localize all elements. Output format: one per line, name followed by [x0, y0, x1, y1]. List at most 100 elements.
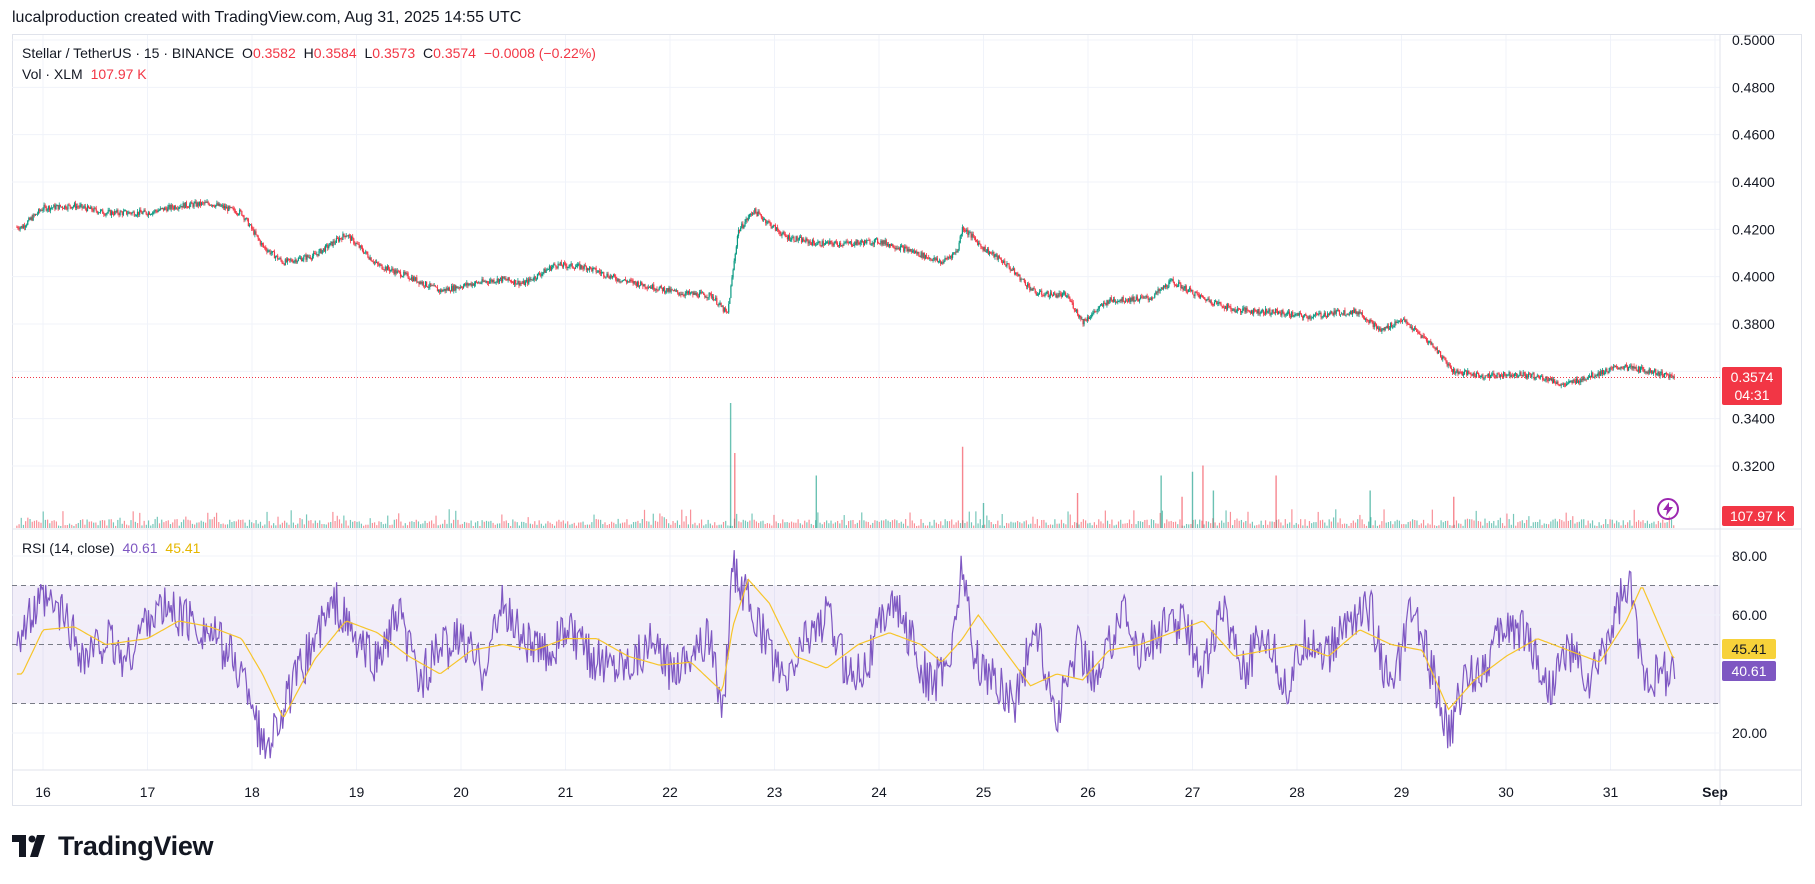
candle-body: [1574, 380, 1576, 384]
symbol-label[interactable]: Stellar / TetherUS · 15 · BINANCE: [22, 45, 235, 61]
volume-bar: [472, 525, 474, 528]
candle-body: [1295, 313, 1297, 315]
candle-body: [234, 210, 236, 214]
candle-body: [1067, 295, 1069, 297]
candle-body: [1404, 318, 1406, 322]
volume-bar: [1598, 522, 1600, 528]
candle-body: [931, 259, 933, 261]
candle-body: [1181, 286, 1183, 289]
volume-bar: [187, 519, 189, 528]
volume-bar: [973, 525, 975, 528]
volume-bar: [1574, 523, 1576, 528]
volume-bar: [1203, 524, 1205, 528]
volume-bar: [29, 519, 31, 528]
candle-body: [495, 281, 497, 283]
candle-body: [703, 292, 705, 295]
candle-body: [1483, 377, 1485, 379]
volume-bar: [169, 524, 172, 528]
x-tick-label: 31: [1603, 784, 1619, 800]
candle-body: [365, 251, 367, 253]
candle-body: [1168, 281, 1170, 288]
candle-body: [685, 291, 687, 294]
volume-bar: [935, 522, 937, 528]
candle-body: [301, 257, 303, 262]
candle-body: [785, 236, 787, 238]
candle-body: [846, 241, 848, 243]
candle-body: [944, 258, 946, 262]
candle-body: [228, 206, 230, 211]
candle-body: [274, 256, 277, 259]
volume-bar: [60, 525, 62, 528]
lightning-icon[interactable]: [1657, 498, 1679, 520]
candle-body: [431, 285, 433, 287]
candle-body: [475, 281, 478, 283]
volume-bar: [1394, 521, 1396, 528]
candle-body: [781, 233, 783, 236]
volume-bar: [1289, 522, 1291, 528]
volume-bar: [696, 525, 698, 528]
candle-body: [1504, 372, 1506, 375]
volume-bar: [1269, 521, 1271, 528]
volume-bar: [753, 519, 755, 528]
candle-body: [942, 262, 944, 264]
volume-bar: [292, 522, 294, 528]
candle-body: [318, 250, 320, 256]
candle-body: [1581, 379, 1583, 381]
candle-body: [434, 285, 436, 287]
volume-bar: [420, 524, 422, 528]
candle-body: [1186, 291, 1188, 293]
volume-bar: [1317, 511, 1319, 528]
candle-body: [1369, 319, 1371, 324]
candle-body: [391, 268, 393, 270]
candle-body: [1090, 317, 1092, 318]
volume-bar: [545, 523, 547, 528]
candle-body: [91, 206, 93, 211]
candle-body: [758, 211, 760, 214]
candle-body: [429, 283, 431, 288]
candle-body: [1591, 372, 1593, 378]
candle-body: [587, 268, 590, 270]
volume-bar: [237, 519, 240, 528]
volume-bar: [1354, 522, 1357, 528]
candle-body: [214, 206, 216, 208]
volume-bar: [286, 522, 288, 528]
volume-bar: [1089, 522, 1091, 528]
volume-bar: [1210, 523, 1212, 528]
candle-body: [1180, 283, 1182, 289]
candle-body: [1329, 313, 1331, 316]
volume-bar: [1537, 521, 1539, 528]
candle-body: [1074, 310, 1077, 312]
volume-bar: [621, 522, 624, 528]
candle-body: [43, 205, 45, 210]
candle-body: [802, 238, 804, 243]
candle-body: [30, 217, 32, 220]
candle-body: [1486, 375, 1488, 377]
volume-bar: [615, 524, 617, 528]
candle-body: [782, 232, 784, 234]
candle-body: [1368, 320, 1370, 324]
volume-bar: [1216, 525, 1218, 528]
volume-label[interactable]: Vol · XLM: [22, 66, 83, 82]
candle-body: [1357, 312, 1359, 315]
rsi-label[interactable]: RSI (14, close): [22, 540, 115, 556]
candle-body: [1247, 310, 1249, 312]
volume-bar: [1440, 520, 1442, 528]
volume-bar: [126, 524, 128, 528]
candle-body: [803, 238, 805, 242]
candle-body: [457, 287, 459, 289]
candle-body: [1010, 269, 1012, 271]
candle-body: [1269, 309, 1271, 315]
candle-body: [623, 279, 625, 281]
candle-body: [1492, 373, 1494, 375]
low-label: L: [364, 45, 373, 61]
candle-body: [1480, 375, 1482, 378]
candle-body: [1375, 324, 1378, 329]
candle-body: [530, 279, 532, 281]
candle-body: [231, 207, 233, 209]
tradingview-logo[interactable]: TradingView: [12, 828, 214, 864]
candle-body: [1246, 308, 1248, 311]
candle-body: [1211, 304, 1213, 305]
candle-body: [185, 202, 188, 207]
volume-bar: [46, 519, 49, 528]
